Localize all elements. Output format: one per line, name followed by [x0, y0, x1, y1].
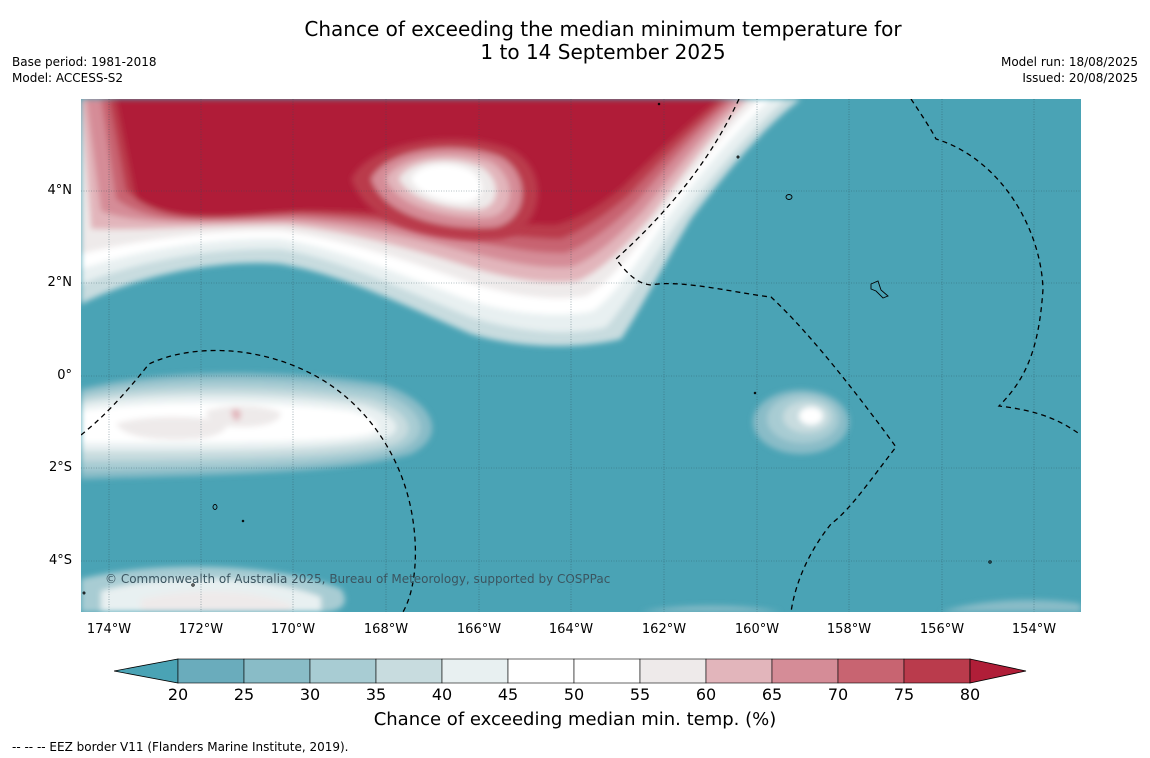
colorbar-tick: 45: [497, 685, 519, 704]
colorbar: [114, 658, 1027, 684]
colorbar-segment: [309, 658, 377, 684]
probability-map: [81, 99, 1081, 612]
lon-tick-label: 170°W: [270, 622, 316, 637]
issued-date: Issued: 20/08/2025: [1022, 71, 1138, 85]
colorbar-tick: 55: [629, 685, 651, 704]
warm-pocket: [351, 139, 539, 241]
colorbar-tick: 70: [827, 685, 849, 704]
colorbar-extend-low: [114, 658, 179, 684]
east-blob: [753, 390, 849, 454]
bottom-edge-region: [81, 566, 1081, 612]
title-line-1: Chance of exceeding the median minimum t…: [304, 17, 902, 41]
lon-tick-label: 172°W: [178, 622, 224, 637]
south-tongue: [81, 373, 433, 479]
colorbar-segment: [837, 658, 905, 684]
colorbar-segment: [771, 658, 839, 684]
colorbar-tick: 60: [695, 685, 717, 704]
colorbar-segment: [705, 658, 773, 684]
lat-tick-label: 4°S: [48, 553, 72, 568]
model-name: Model: ACCESS-S2: [12, 71, 124, 85]
lon-tick-label: 162°W: [641, 622, 687, 637]
colorbar-segment: [903, 658, 971, 684]
lon-tick-label: 168°W: [363, 622, 409, 637]
colorbar-segment: [639, 658, 707, 684]
colorbar-extend-high: [969, 658, 1027, 684]
model-run: Model run: 18/08/2025: [1000, 55, 1138, 69]
map-copyright: © Commonwealth of Australia 2025, Bureau…: [105, 572, 611, 586]
lat-tick-label: 4°N: [47, 183, 73, 198]
meta-left: Base period: 1981-2018 Model: ACCESS-S2: [12, 54, 157, 86]
lon-tick-label: 160°W: [734, 622, 780, 637]
colorbar-segment: [177, 658, 245, 684]
lon-tick-label: 174°W: [86, 622, 132, 637]
colorbar-tick: 20: [167, 685, 189, 704]
colorbar-label: Chance of exceeding median min. temp. (%…: [373, 709, 777, 730]
lat-tick-label: 2°N: [47, 275, 73, 290]
lon-tick-label: 164°W: [548, 622, 594, 637]
lat-tick-label: 2°S: [48, 460, 72, 475]
base-period: Base period: 1981-2018: [12, 55, 157, 69]
colorbar-tick: 80: [959, 685, 981, 704]
colorbar-segment: [375, 658, 443, 684]
eez-borders: [81, 99, 1081, 612]
colorbar-tick: 25: [233, 685, 255, 704]
colorbar-tick: 30: [299, 685, 321, 704]
lon-tick-label: 158°W: [826, 622, 872, 637]
lon-tick-label: 156°W: [919, 622, 965, 637]
eez-footnote: -- -- -- EEZ border V11 (Flanders Marine…: [12, 740, 349, 754]
colorbar-tick: 75: [893, 685, 915, 704]
meta-right: Model run: 18/08/2025 Issued: 20/08/2025: [1001, 54, 1138, 86]
gridlines: [81, 99, 1081, 612]
colorbar-tick: 50: [563, 685, 585, 704]
colorbar-segment: [507, 658, 575, 684]
title-line-2: 1 to 14 September 2025: [480, 40, 726, 64]
lat-tick-label: 0°: [57, 368, 72, 383]
lon-tick-label: 166°W: [456, 622, 502, 637]
colorbar-tick: 65: [761, 685, 783, 704]
colorbar-segment: [573, 658, 641, 684]
chart-title: Chance of exceeding the median minimum t…: [0, 18, 1150, 64]
islands: [82, 102, 992, 595]
colorbar-tick: 40: [431, 685, 453, 704]
lon-tick-label: 154°W: [1011, 622, 1057, 637]
colorbar-segment: [243, 658, 311, 684]
colorbar-segment: [441, 658, 509, 684]
colorbar-tick: 35: [365, 685, 387, 704]
